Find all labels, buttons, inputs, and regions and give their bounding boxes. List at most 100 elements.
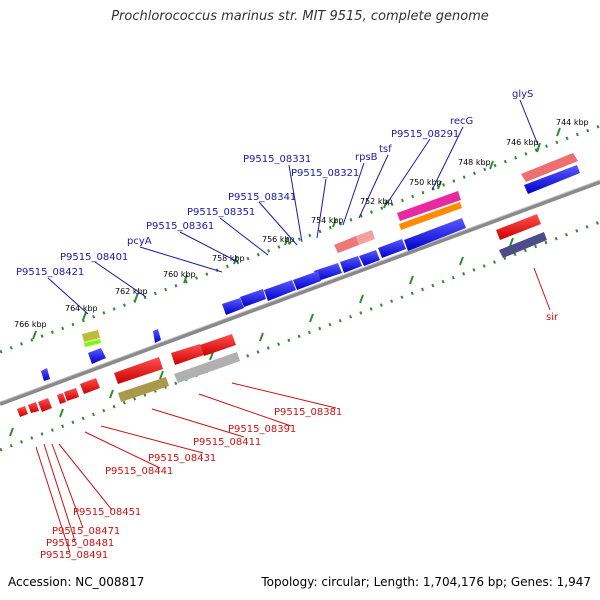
ruler-label: 754 kbp xyxy=(311,216,344,225)
leader-P9515_08441 xyxy=(84,431,161,469)
gene-label[interactable]: P9515_08471 xyxy=(52,526,120,537)
gene-recG[interactable] xyxy=(397,191,461,221)
gene-P9515_08421[interactable] xyxy=(82,330,100,342)
ruler-tick xyxy=(259,332,264,342)
genome-summary: Topology: circular; Length: 1,704,176 bp… xyxy=(261,575,591,589)
leader-pcyA xyxy=(139,246,223,273)
gene-label[interactable]: P9515_08381 xyxy=(274,407,342,418)
gene-forward[interactable] xyxy=(88,348,106,364)
ruler-tick xyxy=(509,237,514,247)
leader-P9515_08291 xyxy=(385,138,431,206)
ruler-tick xyxy=(9,427,14,437)
gene-label[interactable]: P9515_08361 xyxy=(146,221,214,232)
leader-P9515_08331 xyxy=(288,164,303,243)
gene-P9515_08381[interactable] xyxy=(200,334,236,356)
ruler-label: 752 kbp xyxy=(360,197,393,206)
gene-P9515_08481[interactable] xyxy=(38,398,52,412)
ruler-tick xyxy=(489,160,494,170)
ruler-tick xyxy=(459,256,464,266)
ruler-label: 766 kbp xyxy=(14,320,47,329)
gene-P9515_08401[interactable] xyxy=(222,298,244,315)
leader-P9515_08421 xyxy=(47,277,89,315)
gene-P9515_08441[interactable] xyxy=(80,378,100,394)
gene-P9515_08321[interactable] xyxy=(378,239,406,258)
ruler-tick xyxy=(32,330,37,340)
gene-label[interactable]: P9515_08391 xyxy=(228,424,296,435)
leader-P9515_08391 xyxy=(198,393,292,427)
gene-label[interactable]: P9515_08481 xyxy=(46,538,114,549)
gene-P9515_08431[interactable] xyxy=(118,377,169,402)
ruler-tick xyxy=(183,274,188,284)
gene-P9515_08391[interactable] xyxy=(171,344,204,365)
genome-backbone xyxy=(0,180,600,406)
leader-rpsB xyxy=(342,162,365,226)
leader-P9515_08341 xyxy=(258,201,298,246)
gene-label[interactable]: P9515_08451 xyxy=(73,507,141,518)
ruler-tick xyxy=(59,408,64,418)
gene-pcyA[interactable] xyxy=(264,280,296,301)
gene-sir[interactable] xyxy=(496,214,541,240)
ruler-label: 748 kbp xyxy=(458,158,491,167)
gene-P9515_08331[interactable] xyxy=(359,250,380,266)
gene-reverse[interactable] xyxy=(17,406,28,417)
gene-tsf[interactable] xyxy=(334,236,359,253)
gene-label[interactable]: P9515_08341 xyxy=(228,192,296,203)
gene-label[interactable]: recG xyxy=(450,116,473,127)
leader-tsf xyxy=(358,154,389,219)
ruler-tick xyxy=(332,218,337,228)
gene-label[interactable]: pcyA xyxy=(127,236,152,247)
ruler-label: 760 kbp xyxy=(163,270,196,279)
gene-label[interactable]: P9515_08331 xyxy=(243,154,311,165)
gene-P9515_08341[interactable] xyxy=(340,256,362,273)
leader-P9515_08471 xyxy=(51,443,84,529)
gene-reverse[interactable] xyxy=(499,232,547,258)
gene-label[interactable]: P9515_08441 xyxy=(105,466,173,477)
gene-P9515_08351[interactable] xyxy=(314,263,342,281)
ruler-tick xyxy=(134,292,139,302)
gene-P9515_08421-variant[interactable] xyxy=(84,339,101,347)
leader-glyS xyxy=(519,99,539,146)
gene-label[interactable]: glyS xyxy=(512,89,533,100)
gene-label[interactable]: rpsB xyxy=(355,152,378,163)
gene-label[interactable]: sir xyxy=(546,312,559,323)
map-title: Prochlorococcus marinus str. MIT 9515, c… xyxy=(111,9,489,24)
ruler-label: 744 kbp xyxy=(556,118,589,127)
ruler-tick xyxy=(536,142,541,153)
gene-reverse[interactable] xyxy=(174,352,240,383)
gene-P9515_08451[interactable] xyxy=(64,388,79,401)
gene-forward[interactable] xyxy=(524,165,580,194)
forward-track xyxy=(0,124,600,354)
gene-rpsB[interactable] xyxy=(356,230,375,245)
leader-P9515_08451 xyxy=(58,443,113,511)
gene-label[interactable]: P9515_08351 xyxy=(187,207,255,218)
gene-forward[interactable] xyxy=(153,329,161,343)
gene-label[interactable]: P9515_08411 xyxy=(193,437,261,448)
gene-P9515_08471[interactable] xyxy=(57,393,66,404)
ruler-label: 750 kbp xyxy=(409,178,442,187)
leader-P9515_08481 xyxy=(43,443,76,542)
gene-P9515_08411[interactable] xyxy=(114,357,163,384)
ruler-tick xyxy=(409,275,414,285)
gene-label[interactable]: P9515_08401 xyxy=(60,252,128,263)
gene-P9515_08291[interactable] xyxy=(404,218,466,251)
ruler-tick xyxy=(437,180,442,190)
gene-P9515_08361[interactable] xyxy=(293,271,321,290)
gene-glyS[interactable] xyxy=(521,153,578,182)
ruler-tick xyxy=(109,389,114,399)
gene-label[interactable]: P9515_08291 xyxy=(391,129,459,140)
leader-P9515_08321 xyxy=(316,178,327,239)
genome-backbone-highlight xyxy=(0,179,600,403)
gene-P9515_08491[interactable] xyxy=(28,402,39,413)
gene-label[interactable]: tsf xyxy=(379,144,392,155)
gene-forward[interactable] xyxy=(41,368,50,381)
gene-forward[interactable] xyxy=(240,289,266,307)
gene-label[interactable]: P9515_08421 xyxy=(16,267,84,278)
leader-P9515_08351 xyxy=(219,217,269,256)
gene-recG-variant[interactable] xyxy=(399,202,462,230)
gene-label[interactable]: P9515_08431 xyxy=(148,453,216,464)
ruler-tick xyxy=(284,236,289,246)
gene-label[interactable]: P9515_08491 xyxy=(40,550,108,561)
reverse-genes xyxy=(17,214,547,417)
leader-P9515_08361 xyxy=(179,231,239,263)
gene-label[interactable]: P9515_08321 xyxy=(291,168,359,179)
